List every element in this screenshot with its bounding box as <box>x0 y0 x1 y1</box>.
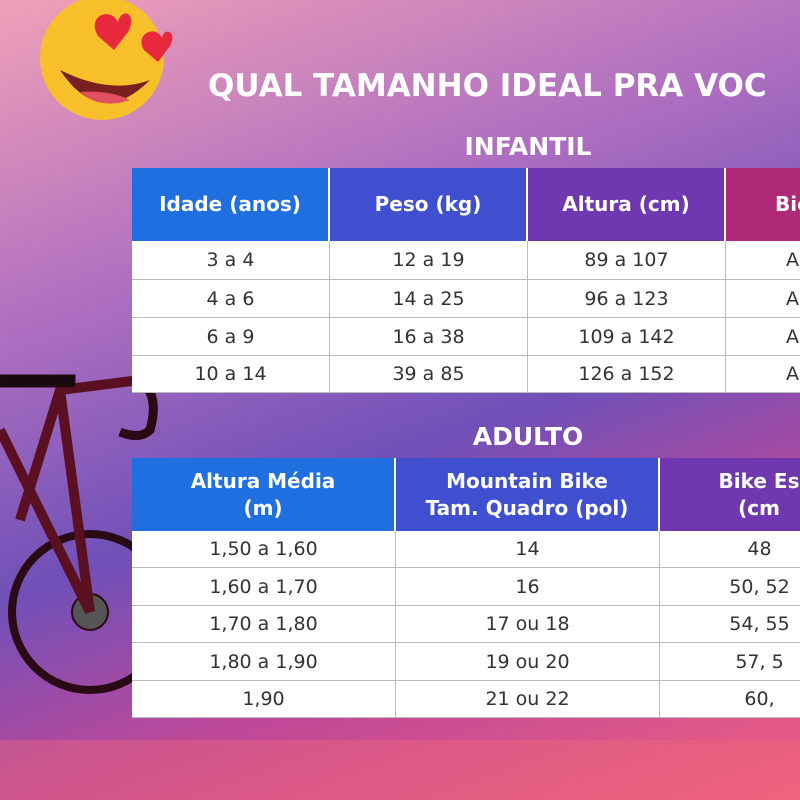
table-cell: 17 ou 18 <box>396 606 660 643</box>
table-cell: 96 a 123 <box>528 280 726 318</box>
cell-text: A <box>786 249 799 271</box>
title: QUAL TAMANHO IDEAL PRA VOC <box>208 68 767 104</box>
table-cell: 6 a 9 <box>132 318 330 356</box>
table-cell: 48 <box>660 531 800 568</box>
cell-text: 14 <box>515 538 540 560</box>
table-cell: 10 a 14 <box>132 356 330 393</box>
section-heading: ADULTO <box>472 422 584 451</box>
section-heading: INFANTIL <box>464 132 592 161</box>
table-cell: A <box>726 356 800 393</box>
header-cell: Bike Es (cm <box>660 458 800 531</box>
cell-text: 16 <box>515 575 540 598</box>
cell-text: 1,70 a 1,80 <box>209 613 318 635</box>
header-cell: Idade (anos) <box>132 168 330 241</box>
table-cell: 57, 5 <box>660 643 800 681</box>
table-cell: 126 a 152 <box>528 356 726 393</box>
cell-text: 21 ou 22 <box>485 688 570 710</box>
table-cell: 12 a 19 <box>330 241 528 280</box>
table-cell: A <box>726 241 800 280</box>
header-cell: Bic <box>726 168 800 241</box>
table-cell: 109 a 142 <box>528 318 726 356</box>
header-cell: Altura Média (m) <box>132 458 396 531</box>
table-cell: 4 a 6 <box>132 280 330 318</box>
cell-text: 6 a 9 <box>206 325 255 348</box>
cell-text: 50, 52 <box>729 575 790 598</box>
table-cell: 21 ou 22 <box>396 681 660 718</box>
table-cell: 60, <box>660 681 800 718</box>
table-cell: 39 a 85 <box>330 356 528 393</box>
cell-text: Mountain Bike <box>446 468 608 493</box>
table-cell: 1,80 a 1,90 <box>132 643 396 681</box>
cell-text: 109 a 142 <box>578 325 675 348</box>
table-cell: 14 <box>396 531 660 568</box>
cell-text: 1,60 a 1,70 <box>209 575 318 598</box>
cell-text: Bike Es <box>718 468 800 493</box>
cell-text: Peso (kg) <box>374 192 482 216</box>
cell-text: 89 a 107 <box>584 249 669 271</box>
cell-text: 4 a 6 <box>206 287 255 310</box>
cell-text: Altura (cm) <box>562 192 690 216</box>
cell-text: 3 a 4 <box>206 249 255 271</box>
cell-text: (cm <box>738 495 780 520</box>
cell-text: 54, 55 <box>729 613 790 635</box>
table-cell: 16 <box>396 568 660 606</box>
table-cell: 1,90 <box>132 681 396 718</box>
cell-text: Bic <box>775 192 800 216</box>
cell-text: 1,90 <box>242 688 285 710</box>
table-cell: 50, 52 <box>660 568 800 606</box>
cell-text: A <box>786 325 799 348</box>
table-cell: 89 a 107 <box>528 241 726 280</box>
cell-text: Altura Média <box>190 468 336 493</box>
cell-text: 14 a 25 <box>392 287 465 310</box>
cell-text: 19 ou 20 <box>485 650 570 673</box>
cell-text: 1,80 a 1,90 <box>209 650 318 673</box>
cell-text: 39 a 85 <box>392 363 465 385</box>
cell-text: 126 a 152 <box>578 363 675 385</box>
cell-text: A <box>786 363 799 385</box>
table-cell: 54, 55 <box>660 606 800 643</box>
cell-text: Idade (anos) <box>159 192 301 216</box>
cell-text: 96 a 123 <box>584 287 669 310</box>
cell-text: 57, 5 <box>735 650 784 673</box>
header-cell: Altura (cm) <box>528 168 726 241</box>
cell-text: Tam. Quadro (pol) <box>425 495 629 520</box>
cell-text: 10 a 14 <box>194 363 267 385</box>
table-cell: 1,60 a 1,70 <box>132 568 396 606</box>
cell-text: (m) <box>243 495 283 520</box>
table-cell: 1,70 a 1,80 <box>132 606 396 643</box>
header-cell: Peso (kg) <box>330 168 528 241</box>
cell-text: 17 ou 18 <box>485 613 570 635</box>
cell-text: 1,50 a 1,60 <box>209 538 318 560</box>
table-cell: 19 ou 20 <box>396 643 660 681</box>
table-cell: 3 a 4 <box>132 241 330 280</box>
emoji <box>40 0 173 120</box>
table-cell: A <box>726 280 800 318</box>
cell-text: A <box>786 287 799 310</box>
table-cell: A <box>726 318 800 356</box>
cell-text: 16 a 38 <box>392 325 465 348</box>
cell-text: 60, <box>744 688 775 710</box>
cell-text: 12 a 19 <box>392 249 465 271</box>
table-cell: 1,50 a 1,60 <box>132 531 396 568</box>
header-cell: Mountain Bike Tam. Quadro (pol) <box>396 458 660 531</box>
table-cell: 14 a 25 <box>330 280 528 318</box>
cell-text: 48 <box>747 538 772 560</box>
table-cell: 16 a 38 <box>330 318 528 356</box>
